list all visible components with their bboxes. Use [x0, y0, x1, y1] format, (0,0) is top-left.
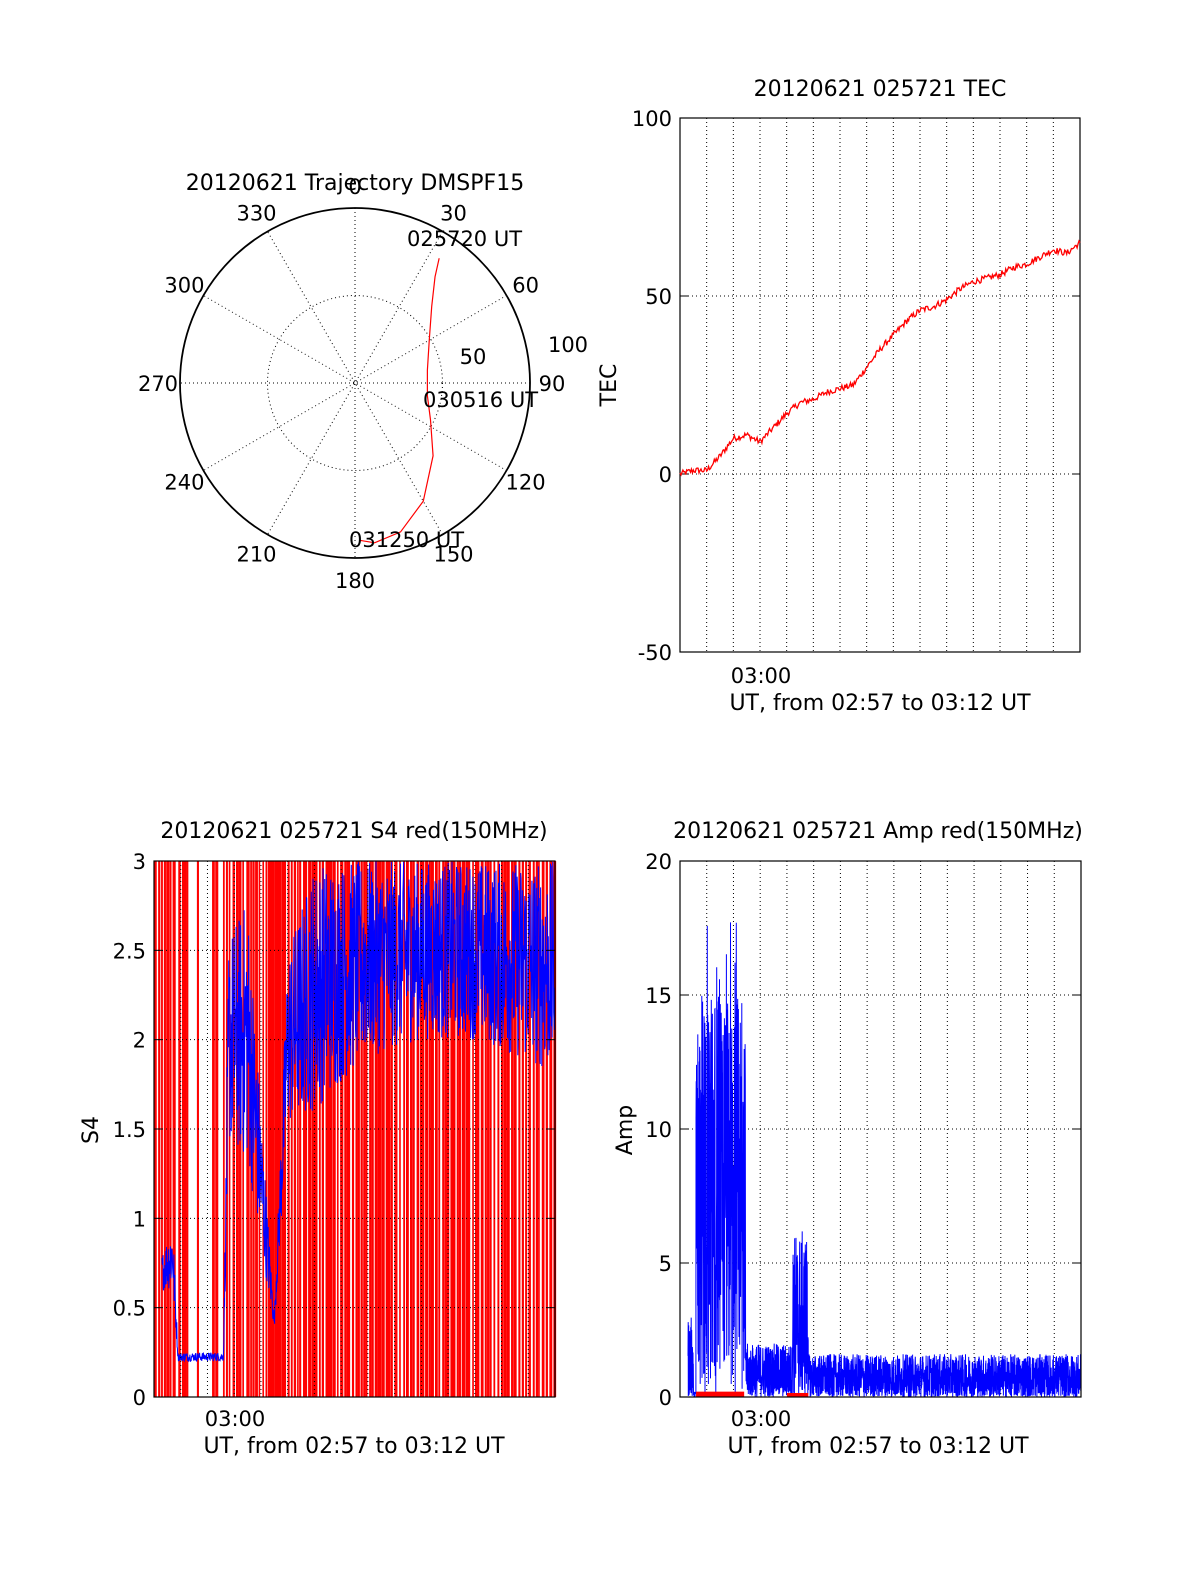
y-tick-label: 15	[645, 984, 672, 1008]
polar-azimuth-labels: 0 30 60 90 120 150 180 210 240 270 300 330	[138, 175, 565, 593]
azimuth-label: 150	[433, 543, 473, 567]
amp-title: 20120621 025721 Amp red(150MHz)	[673, 819, 1083, 844]
tec-xtick-0300: 03:00	[731, 664, 792, 688]
y-tick-label: 5	[659, 1252, 672, 1276]
azimuth-label: 30	[440, 201, 467, 225]
s4-y-ticks: 0 0.5 1 1.5 2 2.5 3	[113, 850, 555, 1410]
y-tick-label: 1	[133, 1207, 146, 1231]
trajectory-end-annotation: 031250 UT	[349, 528, 464, 552]
trajectory-chart: 20120621 Trajectory DMSPF15 0 30 60 90 120 15…	[138, 171, 588, 593]
trajectory-start-annotation: 025720 UT	[407, 227, 522, 251]
s4-title: 20120621 025721 S4 red(150MHz)	[160, 819, 547, 844]
radius-label-50: 50	[460, 345, 487, 369]
amp-blue-series	[687, 922, 1082, 1398]
s4-chart: 20120621 025721 S4 red(150MHz) 0 0.5 1 1.5 2…	[79, 819, 557, 1459]
tec-ylabel: TEC	[597, 364, 622, 408]
tec-y-ticks: -50 0 50 100	[632, 107, 1080, 665]
polar-grid	[180, 208, 530, 558]
azimuth-label: 60	[512, 274, 539, 298]
s4-ylabel: S4	[79, 1116, 104, 1144]
y-tick-label: 0	[133, 1386, 146, 1410]
y-tick-label: 1.5	[113, 1118, 146, 1142]
amp-chart: 20120621 025721 Amp red(150MHz) 0 5 10 15 20…	[613, 819, 1083, 1459]
y-tick-label: 0	[659, 1386, 672, 1410]
polar-ring-50	[267, 295, 443, 471]
y-tick-label: 10	[645, 1118, 672, 1142]
radius-label-100: 100	[548, 333, 588, 357]
amp-xtick-0300: 03:00	[731, 1407, 792, 1431]
s4-grid	[154, 861, 555, 1397]
azimuth-label: 90	[539, 372, 566, 396]
amp-y-ticks: 0 5 10 15 20	[645, 850, 1081, 1410]
y-tick-label: 100	[632, 107, 672, 131]
azimuth-label: 300	[164, 274, 204, 298]
y-tick-label: 2	[133, 1029, 146, 1053]
amp-red-series	[696, 1391, 809, 1397]
azimuth-label: 240	[164, 471, 204, 495]
s4-blue-series	[161, 861, 556, 1363]
trajectory-title: 20120621 Trajectory DMSPF15	[186, 171, 524, 196]
azimuth-label: 0	[348, 175, 361, 199]
polar-outer-ring	[179, 207, 531, 559]
tec-plot-frame	[679, 117, 1081, 653]
tec-title: 20120621 025721 TEC	[754, 77, 1007, 102]
amp-ylabel: Amp	[613, 1105, 638, 1155]
y-tick-label: 0	[659, 463, 672, 487]
trajectory-mid-annotation: 030516 UT	[423, 388, 538, 412]
amp-red-band	[786, 1392, 809, 1397]
y-tick-label: -50	[638, 641, 672, 665]
tec-series-line	[679, 239, 1081, 477]
trajectory-line	[360, 258, 440, 544]
tec-xlabel: UT, from 02:57 to 03:12 UT	[729, 691, 1031, 716]
s4-xlabel: UT, from 02:57 to 03:12 UT	[203, 1434, 505, 1459]
y-tick-label: 3	[133, 850, 146, 874]
azimuth-label: 330	[236, 201, 276, 225]
amp-red-band	[696, 1391, 745, 1397]
tec-chart: 20120621 025721 TEC -50 0 50 100 03:00 UT, …	[597, 77, 1081, 716]
azimuth-label: 180	[335, 569, 375, 593]
y-tick-label: 50	[645, 285, 672, 309]
y-tick-label: 2.5	[113, 939, 146, 963]
azimuth-label: 120	[506, 471, 546, 495]
y-tick-label: 20	[645, 850, 672, 874]
s4-xtick-0300: 03:00	[205, 1407, 266, 1431]
azimuth-label: 210	[236, 543, 276, 567]
amp-xlabel: UT, from 02:57 to 03:12 UT	[727, 1434, 1029, 1459]
azimuth-label: 270	[138, 372, 178, 396]
y-tick-label: 0.5	[113, 1297, 146, 1321]
tec-grid	[680, 118, 1080, 652]
